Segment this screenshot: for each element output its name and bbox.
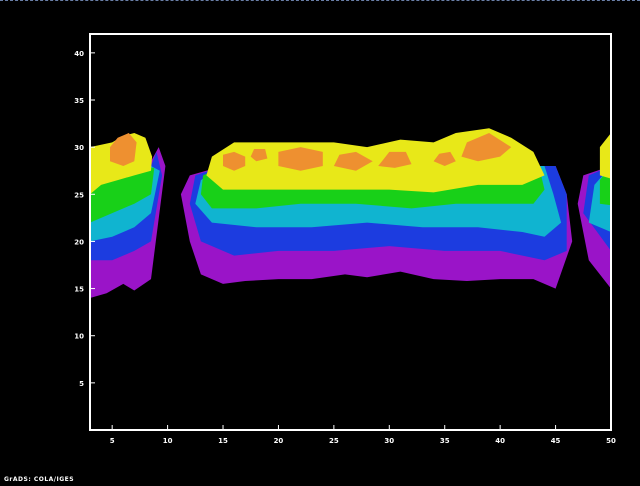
contour-orange-6: [433, 151, 456, 166]
y-tick-label: 15: [74, 286, 84, 294]
y-tick-label: 25: [74, 191, 84, 199]
contour-orange-3: [278, 147, 323, 171]
x-tick-label: 50: [606, 437, 616, 445]
x-tick-label: 40: [495, 437, 505, 445]
y-tick-label: 35: [74, 97, 84, 105]
contour-yellow-1: [206, 128, 545, 193]
contour-orange-0: [110, 133, 137, 166]
y-tick-label: 40: [74, 50, 84, 58]
x-axis-ticks: 5 10 15 20 25 30 35 40 45 50: [110, 425, 616, 445]
y-tick-label: 10: [74, 333, 84, 341]
contour-red-0: [620, 145, 640, 154]
x-tick-label: 20: [274, 437, 284, 445]
contour-orange-2: [250, 149, 268, 162]
x-tick-label: 45: [551, 437, 561, 445]
footer-credit: GrADS: COLA/IGES: [4, 476, 75, 483]
y-axis-ticks: 5 10 15 20 25 30 35 40: [74, 50, 95, 388]
contour-orange-8: [611, 140, 640, 162]
top-border-line: [0, 0, 640, 1]
contour-orange-1: [223, 151, 246, 171]
y-tick-label: 30: [74, 144, 84, 152]
plot-frame: [89, 33, 612, 431]
contour-yellow-2: [599, 133, 611, 179]
contour-orange-5: [378, 151, 412, 168]
contour-orange-7: [461, 133, 512, 162]
x-tick-label: 30: [384, 437, 394, 445]
y-tick-label: 5: [79, 380, 84, 388]
y-tick-label: 20: [74, 238, 84, 246]
contour-orange-4: [333, 151, 373, 171]
contour-fills: [90, 128, 640, 298]
x-tick-label: 15: [218, 437, 228, 445]
x-tick-label: 35: [440, 437, 450, 445]
x-tick-label: 10: [163, 437, 173, 445]
x-tick-label: 25: [329, 437, 339, 445]
x-tick-label: 5: [110, 437, 115, 445]
